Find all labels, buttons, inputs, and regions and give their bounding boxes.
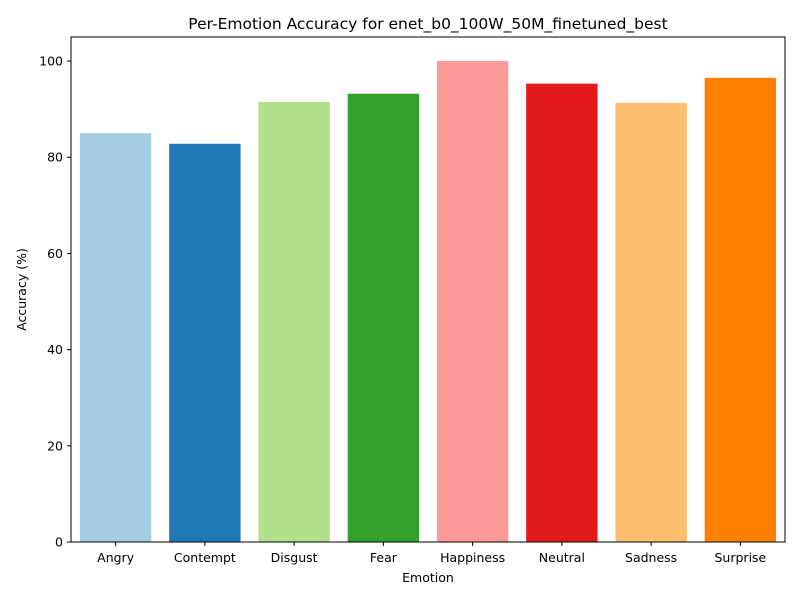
- x-tick-label: Happiness: [440, 550, 505, 565]
- bar-fear: [347, 93, 420, 542]
- x-tick-label: Angry: [97, 550, 135, 565]
- bar-contempt: [169, 143, 241, 542]
- y-tick-label: 40: [47, 342, 63, 357]
- x-tick-label: Surprise: [715, 550, 767, 565]
- x-tick-label: Disgust: [271, 550, 318, 565]
- y-tick-label: 0: [55, 535, 63, 550]
- x-tick-label: Fear: [370, 550, 398, 565]
- x-tick-label: Sadness: [625, 550, 677, 565]
- bar-angry: [79, 133, 152, 542]
- y-tick-label: 80: [47, 150, 63, 165]
- y-tick-label: 60: [47, 246, 63, 261]
- y-axis-label: Accuracy (%): [14, 248, 29, 331]
- bar-disgust: [258, 101, 330, 543]
- x-tick-label: Contempt: [174, 550, 236, 565]
- plot-frame: [70, 36, 786, 543]
- bar-surprise: [704, 77, 777, 542]
- plot-area: 0 20 40 60 80 100 Angry Contempt Disgust Fear Hap…: [39, 36, 786, 565]
- bar-sadness: [615, 102, 687, 542]
- bar-neutral: [526, 83, 598, 543]
- x-tick-label: Neutral: [539, 550, 585, 565]
- x-axis-ticks: Angry Contempt Disgust Fear Happiness Neutral…: [97, 542, 767, 565]
- x-axis-label: Emotion: [402, 570, 454, 585]
- bars: [79, 61, 777, 543]
- y-tick-label: 20: [47, 438, 63, 453]
- y-tick-label: 100: [39, 54, 63, 69]
- bar-happiness: [436, 61, 509, 543]
- chart-title: Per-Emotion Accuracy for enet_b0_100W_50…: [188, 15, 667, 34]
- y-axis-ticks: 0 20 40 60 80 100: [39, 54, 71, 550]
